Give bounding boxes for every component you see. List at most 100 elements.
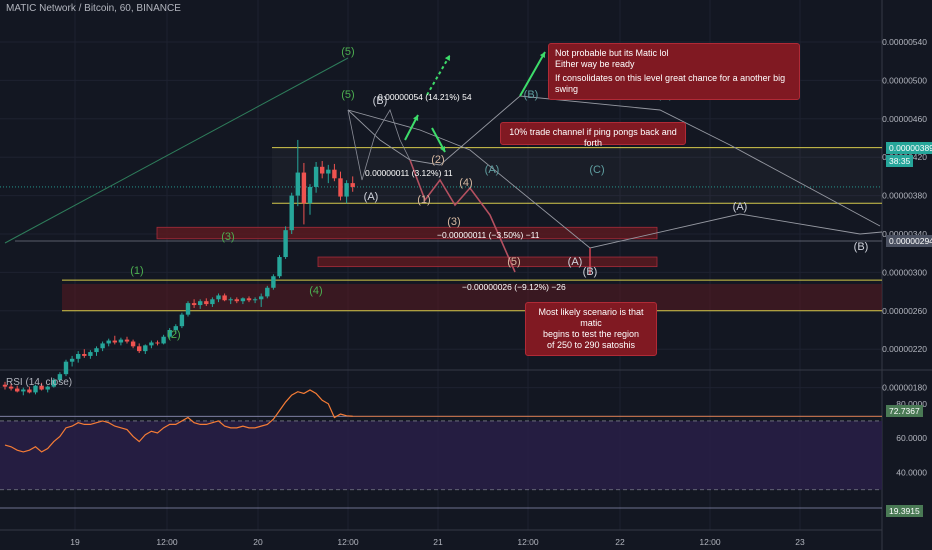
time-tick-label: 23 [795,537,805,547]
wave-b-label: (B) [373,95,388,107]
wave-c-teal-label: (C) [589,164,604,176]
time-tick-label: 12:00 [337,537,359,547]
candle-body [252,299,258,301]
candle-body [21,389,26,392]
candle-body [179,314,185,327]
candle-body [94,348,99,353]
note-channel-text: 10% trade channel if ping pongs back and… [509,127,677,148]
wave-a-teal-label: (A) [485,164,500,176]
rsi-current-tag: 72.7367 [886,405,923,417]
wave-path-ab [347,109,411,181]
candle-body [82,354,87,356]
bull-arrow-2-head [439,146,446,152]
countdown-tag: 38:35 [886,155,914,167]
price-tick-label: 0.00000300 [882,267,927,277]
candle-body [204,301,209,305]
candle-body [76,354,81,359]
wave-1-label: (1) [130,265,143,277]
candle-body [137,346,142,352]
price-current-tag: 0.00000389 [886,142,932,154]
bull-arrow-4-head [413,115,419,121]
wave-a-label: (A) [364,191,379,203]
price-tick-label: 0.00000380 [882,191,927,201]
candle-body [155,342,160,344]
trend-line [4,57,349,244]
rsi-title: RSI (14, close) [6,377,73,388]
price-tick-label: 0.00000260 [882,306,927,316]
wave-3-label: (3) [221,231,234,243]
price-tick-label: 0.00000180 [882,383,927,393]
wave-5-label-top: (5) [341,46,354,58]
note-bottom-line3: of 250 to 290 satoshis [546,340,636,350]
bull-arrow-3 [519,51,546,97]
note-top: Not probable but its Matic lol Either wa… [548,43,800,100]
projection-path-upper [347,95,881,227]
measure-top-label: 0.00000054 (14.21%) 54 [378,92,472,102]
chart-title: MATIC Network / Bitcoin, 60, BINANCE [6,3,181,14]
candle-body [222,295,227,301]
candle-body [118,339,124,343]
time-tick-label: 12:00 [517,537,539,547]
subwave-5-label: (5) [507,256,520,268]
price-tick-label: 0.00000500 [882,75,927,85]
candle-body [320,166,325,174]
candle-body [246,298,252,301]
subwave-1-label: (1) [417,194,430,206]
candle-body [326,169,331,174]
bull-arrow-3-head [539,52,545,58]
candle-body [2,384,8,387]
price-tick-label: 0.00000340 [882,229,927,239]
time-tick-label: 20 [253,537,263,547]
time-tick-label: 22 [615,537,625,547]
candle-body [63,361,69,375]
rsi-line [4,389,353,453]
note-bottom-line2: begins to test the region [542,329,640,339]
candle-body [39,385,44,390]
candle-body [344,183,349,197]
candle-body [307,186,313,204]
candle-body [51,379,56,387]
candle-body [124,339,130,342]
candle-body [27,389,32,393]
wave-a-far-label: (A) [733,201,748,213]
rsi-band [0,420,882,490]
candle-body [45,386,50,390]
candle-body [143,345,148,352]
bearish-path [409,159,516,273]
candle-body [283,230,288,258]
wave-b-far-label: (B) [854,241,869,253]
candle-body [161,336,166,344]
resistance-zone-lower [317,256,658,268]
price-tick-label: 0.00000540 [882,37,927,47]
candle-body [210,299,215,305]
bull-arrow-1 [426,54,451,96]
time-tick-label: 12:00 [699,537,721,547]
wave-5-label: (5) [341,89,354,101]
candle-body [69,358,75,362]
candle-body [228,299,233,301]
note-top-line1: Not probable but its Matic lol [555,48,669,58]
candle-body [332,169,337,179]
subwave-2-label: (2) [431,154,444,166]
candle-body [33,385,38,393]
candle-body [106,340,111,344]
candle-body [15,388,20,392]
candle-body [198,301,203,306]
wave-b-teal-label: (B) [524,89,539,101]
rsi-low-tag: 19.3915 [886,505,923,517]
rsi-tick-label: 60.0000 [896,433,927,443]
candle-body [185,303,191,315]
bull-arrow-1-head [444,55,450,61]
candle-body [8,386,14,389]
measure-mid-label: 0.00000011 (3.12%) 11 [365,168,453,178]
wave-a-projection-label: (A) [568,256,583,268]
candle-body [277,257,282,277]
candle-body [350,183,355,187]
candle-body [130,341,136,347]
candle-body [57,374,63,380]
candle-body [271,276,276,288]
candle-body [112,340,117,343]
subwave-4-label: (4) [459,177,472,189]
candle-body [301,172,307,204]
